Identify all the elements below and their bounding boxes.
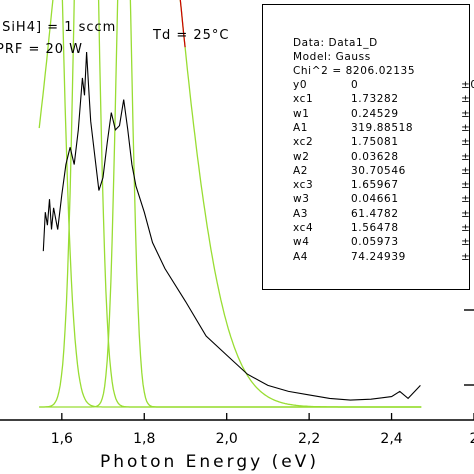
fit-param-name: A3: [293, 207, 309, 220]
fit-param-value: 1.65967: [351, 179, 399, 192]
fit-param-value: 30.70546: [351, 164, 406, 177]
fit-results-box: Data: Data1_D Model: Gauss Chi^2 = 8206.…: [262, 4, 474, 290]
condition-sih4: [SiH4] = 1 sccm: [0, 20, 117, 35]
x-tick-label: 1,6: [51, 431, 73, 447]
fit-param-err: ±0: [461, 79, 474, 91]
fit-param-value: 1.56478: [351, 222, 399, 234]
x-tick-label: 2,4: [380, 431, 402, 447]
fit-param-name: xc2: [293, 136, 314, 149]
data-series: [42, 51, 421, 401]
fit-param-name: xc1: [293, 93, 314, 106]
x-tick-label: 2,0: [216, 431, 238, 447]
fit-param-err: ±: [461, 250, 471, 263]
data-line: [42, 51, 421, 401]
fit-param-name: w3: [293, 193, 310, 206]
fit-param-err: ±: [461, 164, 471, 177]
fit-param-value: 0.03628: [351, 150, 399, 163]
x-tick-label: 2: [470, 431, 474, 447]
fit-param-err: ±: [461, 136, 471, 149]
fit-param-value: 1.73282: [351, 93, 399, 106]
fit-param-name: w4: [293, 236, 310, 249]
fit-param-value: 0: [351, 79, 359, 91]
fit-param-value: 1.75081: [351, 136, 399, 149]
fit-param-name: A4: [293, 250, 309, 263]
x-ticks: 1,6 1,8 2,0 2,2 2,4 2: [51, 413, 474, 447]
fit-param-value: 319.88518: [351, 121, 414, 134]
fit-param-value: 0.04661: [351, 193, 399, 206]
fit-param-name: A2: [293, 164, 309, 177]
fit-param-name: xc4: [293, 222, 314, 234]
fit-param-value: 61.4782: [351, 207, 399, 220]
fit-param-err: ±: [461, 236, 471, 249]
fit-param-value: 0.24529: [351, 107, 399, 120]
gaussian-components: [38, 0, 422, 408]
fit-param-err: ±: [461, 121, 471, 134]
fit-param-err: ±: [461, 222, 471, 234]
gaussian-component-4: [39, 0, 422, 408]
fit-param-name: w2: [293, 150, 310, 163]
fit-header-data: Data: Data1_D: [293, 37, 378, 49]
fit-header-chi2: Chi^2 = 8206.02135: [293, 65, 416, 77]
fit-param-value: 0.05973: [351, 236, 399, 249]
fit-param-value: 74.24939: [351, 250, 406, 263]
x-axis-label: Photon Energy (eV): [100, 452, 319, 472]
fit-param-name: A1: [293, 121, 309, 134]
fit-param-name: w1: [293, 107, 310, 120]
fit-param-name: xc3: [293, 179, 314, 192]
x-tick-label: 1,8: [133, 431, 155, 447]
fit-param-err: ±: [461, 179, 471, 192]
x-tick-label: 2,2: [298, 431, 320, 447]
fit-param-err: ±: [461, 193, 471, 206]
fit-param-err: ±: [461, 107, 471, 120]
fit-param-err: ±: [461, 207, 471, 220]
condition-td: Td = 25°C: [153, 28, 230, 43]
fit-param-err: ±: [461, 93, 471, 106]
axes: [0, 309, 474, 421]
fit-param-name: y0: [293, 79, 308, 91]
fit-header-model: Model: Gauss: [293, 51, 371, 63]
condition-prf: PRF = 20 W: [0, 42, 84, 57]
fit-param-err: ±: [461, 150, 471, 163]
